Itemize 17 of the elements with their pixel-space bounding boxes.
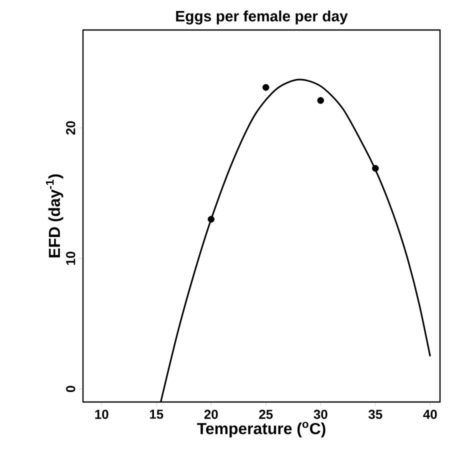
point <box>208 216 215 223</box>
y-axis-title: EFD (day$^{-1}$) <box>46 174 64 258</box>
y-tick-label: 0 <box>66 386 76 392</box>
y-tick-label: 10 <box>66 252 76 265</box>
point <box>372 164 379 172</box>
x-tick-label: 40 <box>423 410 437 419</box>
x-tick-label: 30 <box>314 410 328 419</box>
y-tick-label: 20 <box>66 121 76 135</box>
x-tick-label: 35 <box>368 410 382 419</box>
x-tick-label: 25 <box>259 410 273 419</box>
chart-title: Eggs per female per day <box>176 10 348 24</box>
x-axis-title: Temperature ($^{o}$C) <box>197 422 326 438</box>
x-tick-label: 10 <box>95 410 108 419</box>
x-tick-label: 20 <box>204 410 218 419</box>
point <box>317 97 324 104</box>
point <box>262 84 270 91</box>
x-tick-label: 15 <box>150 410 164 419</box>
